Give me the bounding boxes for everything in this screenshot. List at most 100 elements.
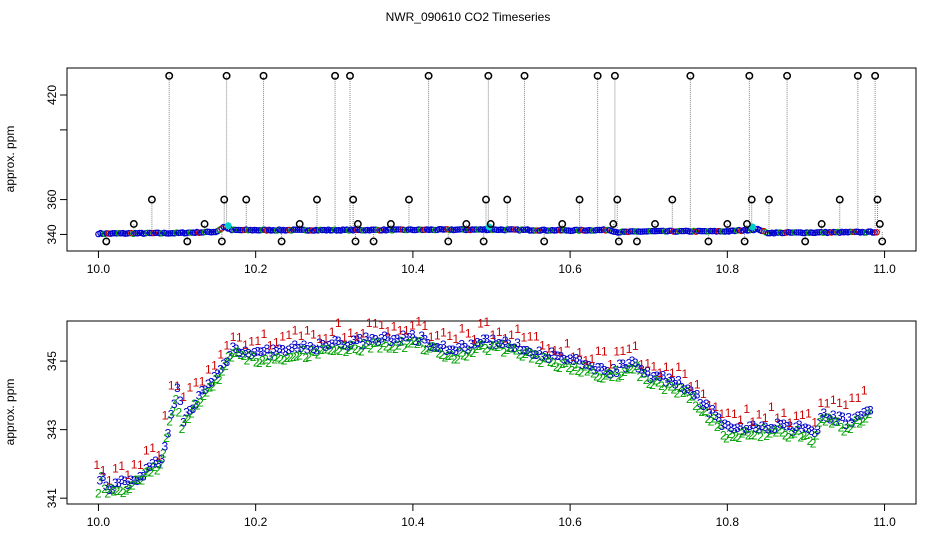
top-flag-point (147, 195, 156, 204)
bottom-series-3-point: 3 (165, 427, 172, 441)
top-data-point (292, 226, 299, 233)
top-flag-point (484, 71, 493, 80)
bottom-series-2-point: 2 (200, 389, 207, 403)
bottom-series-1-point: 1 (780, 406, 787, 420)
top-data-point (136, 229, 143, 237)
bottom-series-2-point: 2 (841, 424, 848, 438)
top-flag-point (220, 195, 229, 204)
bottom-series-2-point: 2 (145, 464, 152, 478)
bottom-series-1-point: 1 (762, 411, 769, 425)
bottom-series-1-point: 1 (378, 318, 385, 332)
top-flag-point (878, 237, 887, 246)
bottom-series-3-point: 3 (703, 397, 710, 411)
bottom-series-3-point: 3 (319, 338, 326, 352)
top-flag-point (540, 237, 549, 246)
bottom-series-2-point: 2 (132, 473, 139, 487)
bottom-series-2-point: 2 (850, 416, 857, 430)
top-data-point (649, 227, 657, 235)
top-data-point (627, 228, 634, 235)
bottom-series-3-point: 3 (511, 341, 518, 355)
bottom-series-2-point: 2 (253, 355, 260, 369)
bottom-series-2-point: 2 (819, 412, 826, 426)
bottom-series-2-point: 2 (429, 340, 436, 354)
bottom-series-3-point: 3 (326, 338, 333, 352)
bottom-series-1-point: 1 (632, 339, 639, 353)
bottom-series-1-point: 1 (310, 328, 317, 342)
bottom-series-1-point: 1 (737, 413, 744, 427)
bottom-series-3-point: 3 (391, 333, 398, 347)
bottom-series-1-point: 1 (496, 325, 503, 339)
top-flag-point (651, 220, 659, 228)
bottom-series-2-point: 2 (575, 364, 582, 378)
bottom-series-1-point: 1 (607, 358, 614, 372)
bottom-series-3-point: 3 (261, 344, 268, 358)
top-flag-point (165, 71, 174, 80)
bottom-series-2-point: 2 (674, 386, 681, 400)
bottom-series-2-point: 2 (188, 407, 195, 421)
bottom-series-2-point: 2 (770, 423, 777, 437)
bottom-series-1-point: 1 (211, 359, 218, 373)
bottom-series-3-point: 3 (845, 411, 852, 425)
bottom-series-2-point: 2 (123, 484, 130, 498)
bottom-series-1-point: 1 (681, 367, 688, 381)
bottom-series-2-point: 2 (451, 352, 458, 366)
top-flag-point (609, 220, 618, 228)
bottom-series-3-point: 3 (743, 422, 750, 436)
bottom-series-2-point: 2 (206, 380, 213, 394)
bottom-series-3-point: 3 (285, 343, 292, 357)
bottom-series-2-point: 2 (95, 487, 102, 501)
top-x-tick-label: 10.2 (244, 262, 268, 276)
top-data-point (503, 226, 511, 233)
bottom-series-1-point: 1 (700, 387, 707, 401)
bottom-series-2-point: 2 (457, 345, 464, 359)
top-data-point (358, 226, 365, 234)
bottom-series-3-point: 3 (852, 411, 859, 425)
bottom-series-3-point: 3 (155, 457, 162, 471)
top-data-point (236, 226, 244, 234)
bottom-series-3-point: 3 (202, 383, 209, 397)
top-flag-point (331, 71, 340, 80)
top-data-point (861, 229, 868, 236)
bottom-series-2-point: 2 (822, 415, 829, 429)
bottom-series-2-point: 2 (210, 380, 217, 394)
bottom-series-3-point: 3 (307, 340, 314, 354)
top-data-point (167, 230, 174, 237)
bottom-series-3-point: 3 (678, 381, 685, 395)
top-flag-point (183, 237, 192, 246)
bottom-series-2-point: 2 (658, 379, 665, 393)
bottom-series-3-point: 3 (715, 411, 722, 425)
bottom-series-3-point: 3 (452, 344, 459, 358)
bottom-series-2-point: 2 (503, 343, 510, 357)
bottom-series-3-point: 3 (805, 422, 812, 436)
bottom-series-3-point: 3 (214, 367, 221, 381)
bottom-series-3-point: 3 (573, 351, 580, 365)
bottom-series-2-point: 2 (333, 342, 340, 356)
top-data-point (232, 226, 240, 234)
top-x-tick-label: 10.8 (716, 262, 740, 276)
bottom-series-2-point: 2 (392, 342, 399, 356)
bottom-series-2-point: 2 (723, 431, 730, 445)
top-data-point (125, 229, 133, 237)
bottom-series-2-point: 2 (129, 479, 136, 493)
bottom-series-2-point: 2 (779, 426, 786, 440)
top-data-point (791, 229, 798, 236)
bottom-series-3-point: 3 (149, 457, 156, 471)
bottom-series-3-point: 3 (480, 332, 487, 346)
top-flag-point (351, 237, 360, 246)
bottom-series-3-point: 3 (520, 343, 527, 357)
bottom-series-1-point: 1 (397, 323, 404, 337)
bottom-series-3-point: 3 (483, 332, 490, 346)
bottom-series-3-point: 3 (168, 407, 175, 421)
bottom-series-2-point: 2 (107, 482, 114, 496)
bottom-series-2-point: 2 (664, 376, 671, 390)
bottom-series-2-point: 2 (797, 431, 804, 445)
top-data-point (376, 227, 383, 234)
bottom-series-3-point: 3 (227, 348, 234, 362)
top-flag-point (632, 237, 641, 246)
top-data-point (620, 228, 628, 235)
bottom-series-3-point: 3 (459, 338, 466, 352)
top-axes: 10.0 10.2 10.4 10.6 10.8 11.0 340 360 420 (45, 85, 896, 276)
bottom-series-3-point: 3 (106, 483, 113, 497)
bottom-series-1-point: 1 (836, 396, 843, 410)
bottom-series-3-point: 3 (548, 345, 555, 359)
